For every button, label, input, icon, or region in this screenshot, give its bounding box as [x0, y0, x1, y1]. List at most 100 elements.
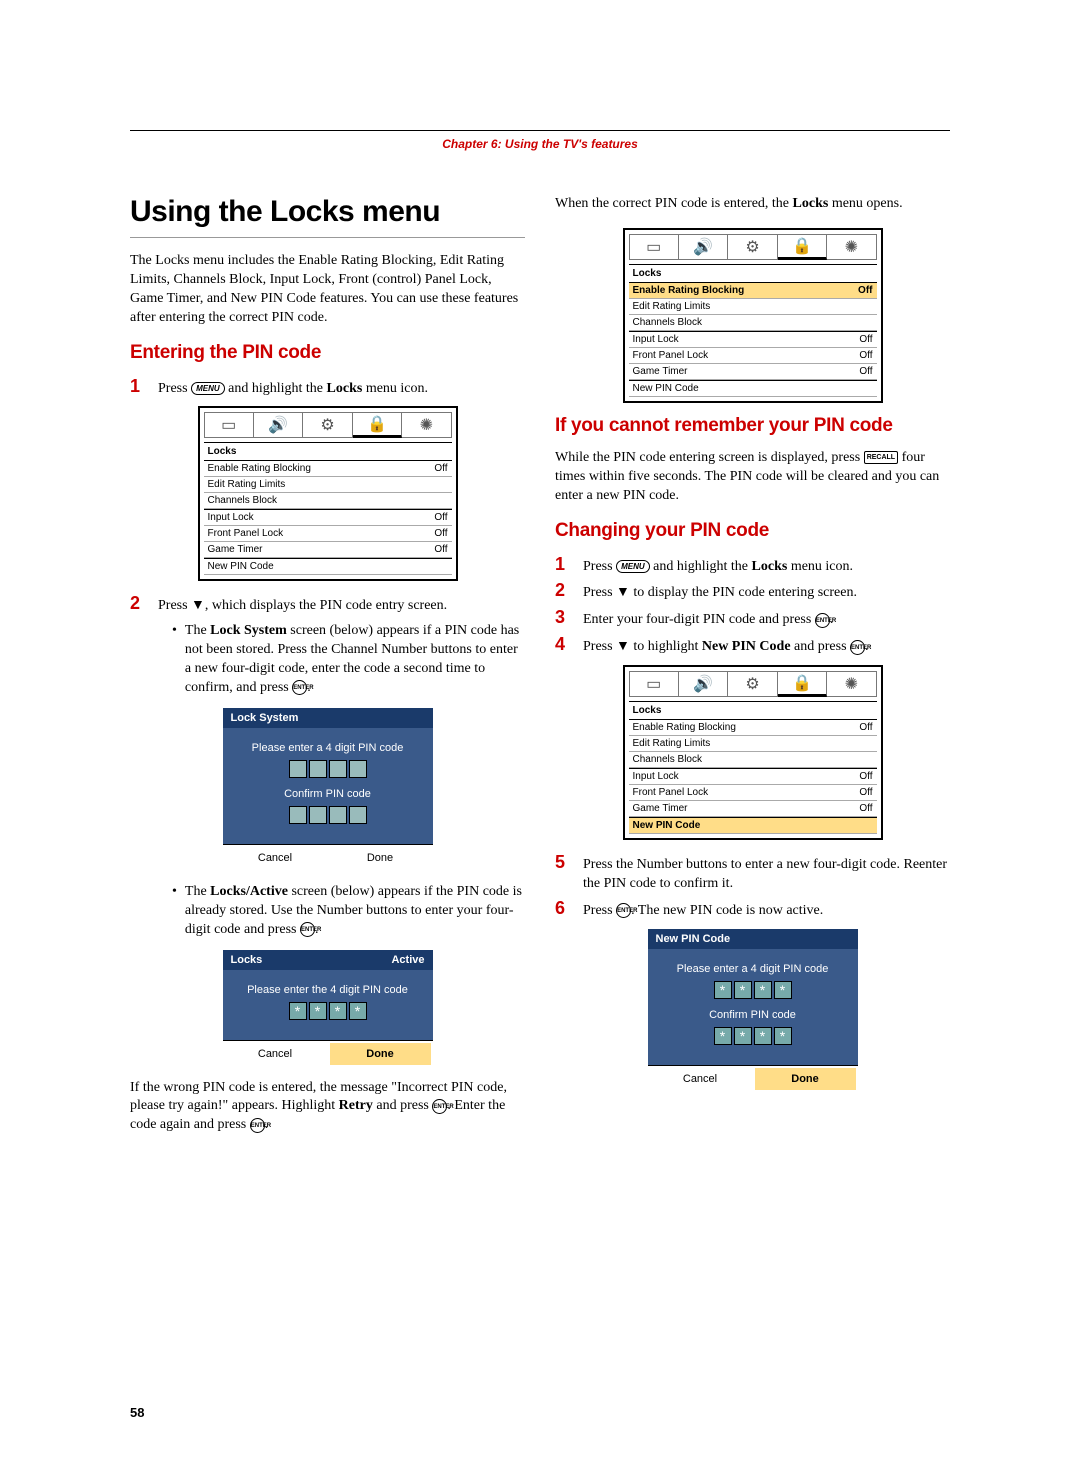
- menu-row: Game TimerOff: [629, 801, 877, 817]
- text: menu icon.: [362, 381, 428, 396]
- done-button[interactable]: Done: [328, 1041, 433, 1067]
- menu-row: Input LockOff: [629, 331, 877, 348]
- menu-title: Locks: [629, 702, 877, 720]
- change-step-6: 6 Press ENTER. The new PIN code is now a…: [555, 898, 950, 921]
- tab-setup-icon: ⚙: [303, 412, 352, 438]
- pin-msg: Confirm PIN code: [656, 1009, 850, 1021]
- menu-row: Game TimerOff: [629, 364, 877, 380]
- menu-row: Edit Rating Limits: [204, 477, 452, 493]
- cancel-button[interactable]: Cancel: [223, 1041, 328, 1067]
- menu-key-icon: MENU: [191, 382, 225, 395]
- step-1: 1 Press MENU and highlight the Locks men…: [130, 376, 525, 399]
- change-step-5: 5 Press the Number buttons to enter a ne…: [555, 852, 950, 894]
- menu-row-highlighted: Enable Rating BlockingOff: [629, 283, 877, 299]
- step-2: 2 Press ▼, which displays the PIN code e…: [130, 593, 525, 616]
- tab-locks-icon: 🔒: [778, 234, 827, 260]
- tab-locks-icon: 🔒: [353, 412, 402, 438]
- recall-key-icon: RECALL: [864, 451, 898, 464]
- tab-row: ▭ 🔊 ⚙ 🔒 ✺: [629, 234, 877, 265]
- forget-paragraph: While the PIN code entering screen is di…: [555, 449, 950, 506]
- dialog-title: New PIN Code: [656, 933, 731, 945]
- chapter-label: Chapter 6: Using the TV's features: [130, 137, 950, 151]
- text: and highlight the: [225, 381, 327, 396]
- step-number: 2: [130, 593, 144, 614]
- tab-audio-icon: 🔊: [254, 412, 303, 438]
- menu-title: Locks: [204, 443, 452, 461]
- pin-boxes: ****: [656, 1027, 850, 1045]
- dialog-status: Active: [391, 954, 424, 966]
- change-step-4: 4 Press ▼ to highlight New PIN Code and …: [555, 634, 950, 657]
- enter-key-icon: ENTER: [850, 640, 865, 655]
- menu-row: Channels Block: [629, 752, 877, 768]
- tab-picture-icon: ▭: [629, 671, 679, 697]
- enter-key-icon: ENTER: [250, 1118, 265, 1133]
- enter-key-icon: ENTER: [815, 613, 830, 628]
- menu-row: Front Panel LockOff: [204, 526, 452, 542]
- tab-picture-icon: ▭: [629, 234, 679, 260]
- pin-boxes: [231, 806, 425, 824]
- menu-row: Channels Block: [204, 493, 452, 509]
- locks-menu-figure-1: ▭ 🔊 ⚙ 🔒 ✺ Locks Enable Rating BlockingOf…: [198, 406, 458, 581]
- locks-word: Locks: [327, 381, 363, 396]
- entering-pin-heading: Entering the PIN code: [130, 342, 525, 364]
- menu-row: Edit Rating Limits: [629, 299, 877, 315]
- menu-row: Input LockOff: [629, 768, 877, 785]
- section-title: Using the Locks menu: [130, 195, 525, 229]
- pin-boxes: ****: [656, 981, 850, 999]
- title-rule: [130, 237, 525, 238]
- enter-key-icon: ENTER: [432, 1099, 447, 1114]
- menu-row: Game TimerOff: [204, 542, 452, 558]
- top-rule: [130, 130, 950, 131]
- tab-setup-icon: ⚙: [728, 671, 777, 697]
- pin-boxes: ****: [231, 1002, 425, 1020]
- menu-row: Channels Block: [629, 315, 877, 331]
- intro-paragraph: The Locks menu includes the Enable Ratin…: [130, 252, 525, 328]
- locks-active-dialog: Locks Active Please enter the 4 digit PI…: [223, 950, 433, 1067]
- new-pin-dialog: New PIN Code Please enter a 4 digit PIN …: [648, 929, 858, 1092]
- locks-menu-figure-2: ▭ 🔊 ⚙ 🔒 ✺ Locks Enable Rating BlockingOf…: [623, 228, 883, 403]
- tab-pref-icon: ✺: [402, 412, 451, 438]
- correct-pin-paragraph: When the correct PIN code is entered, th…: [555, 195, 950, 214]
- cancel-button[interactable]: Cancel: [648, 1066, 753, 1092]
- pin-msg: Confirm PIN code: [231, 788, 425, 800]
- tab-setup-icon: ⚙: [728, 234, 777, 260]
- dialog-title: Locks: [231, 954, 263, 966]
- text: Press ▼, which displays the PIN code ent…: [158, 597, 447, 616]
- page-number: 58: [130, 1405, 525, 1420]
- change-step-3: 3 Enter your four-digit PIN code and pre…: [555, 607, 950, 630]
- tab-locks-icon: 🔒: [778, 671, 827, 697]
- pin-msg: Please enter the 4 digit PIN code: [231, 984, 425, 996]
- tab-pref-icon: ✺: [827, 234, 876, 260]
- cancel-button[interactable]: Cancel: [223, 845, 328, 871]
- dialog-title: Lock System: [231, 712, 299, 724]
- menu-row: Enable Rating BlockingOff: [204, 461, 452, 477]
- menu-row: Front Panel LockOff: [629, 348, 877, 364]
- menu-row: Front Panel LockOff: [629, 785, 877, 801]
- menu-row: New PIN Code: [629, 380, 877, 397]
- tab-audio-icon: 🔊: [679, 234, 728, 260]
- enter-key-icon: ENTER: [616, 903, 631, 918]
- done-button[interactable]: Done: [753, 1066, 858, 1092]
- locks-menu-figure-3: ▭ 🔊 ⚙ 🔒 ✺ Locks Enable Rating BlockingOf…: [623, 665, 883, 840]
- menu-title: Locks: [629, 265, 877, 283]
- enter-key-icon: ENTER: [292, 680, 307, 695]
- lock-system-dialog: Lock System Please enter a 4 digit PIN c…: [223, 708, 433, 871]
- change-step-1: 1 Press MENU and highlight the Locks men…: [555, 554, 950, 577]
- done-button[interactable]: Done: [328, 845, 433, 871]
- tab-row: ▭ 🔊 ⚙ 🔒 ✺: [204, 412, 452, 443]
- menu-key-icon: MENU: [616, 560, 650, 573]
- menu-row: New PIN Code: [204, 558, 452, 575]
- menu-row: Enable Rating BlockingOff: [629, 720, 877, 736]
- menu-row: Input LockOff: [204, 509, 452, 526]
- wrong-pin-paragraph: If the wrong PIN code is entered, the me…: [130, 1079, 525, 1136]
- menu-row-highlighted: New PIN Code: [629, 817, 877, 834]
- enter-key-icon: ENTER: [300, 922, 315, 937]
- tab-pref-icon: ✺: [827, 671, 876, 697]
- forget-pin-heading: If you cannot remember your PIN code: [555, 415, 950, 437]
- bullet: • The Locks/Active screen (below) appear…: [172, 883, 525, 940]
- change-step-2: 2 Press ▼ to display the PIN code enteri…: [555, 580, 950, 603]
- pin-msg: Please enter a 4 digit PIN code: [231, 742, 425, 754]
- bullet: • The Lock System screen (below) appears…: [172, 622, 525, 698]
- text: Press: [158, 381, 191, 396]
- tab-audio-icon: 🔊: [679, 671, 728, 697]
